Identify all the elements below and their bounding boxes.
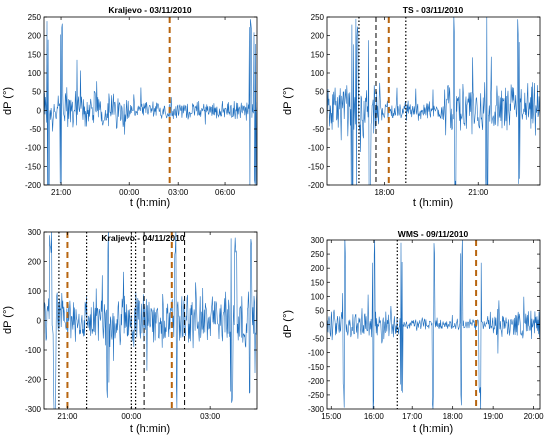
y-tick-label: 150 (28, 50, 42, 59)
x-axis-label: t (h:min) (413, 423, 453, 435)
y-tick-label: 200 (28, 258, 42, 267)
y-tick-label: -100 (25, 346, 42, 355)
x-tick-label: 21:00 (57, 412, 78, 421)
axis-ticks: -300 -200 -100 0 100 200 300 21:00 00:00 03:00 (25, 228, 257, 421)
y-tick-label: -200 (308, 377, 325, 386)
chart-title: Kraljevo - 03/11/2010 (108, 5, 191, 15)
x-tick-label: 03:00 (168, 188, 189, 197)
signal-area (44, 19, 257, 185)
dp-series-line (327, 17, 540, 185)
y-tick-label: -50 (312, 125, 324, 134)
axis-ticks: -300 -250 -200 -150 -100 -50 0 50 100 150 200 250 30… (308, 236, 544, 421)
dp-series-line (327, 240, 540, 409)
y-tick-label: -200 (308, 181, 325, 190)
x-tick-label: 03:00 (200, 412, 221, 421)
y-tick-label: 300 (28, 228, 42, 237)
y-tick-label: 150 (311, 50, 325, 59)
axis-ticks: -200 -150 -100 -50 0 50 100 150 200 250 21:00 00:00… (25, 13, 257, 197)
plot-frame (43, 16, 258, 186)
y-tick-label: -300 (308, 405, 325, 414)
y-tick-label: 200 (28, 32, 42, 41)
dp-series-line (44, 232, 257, 409)
x-tick-label: 00:00 (121, 412, 142, 421)
y-tick-label: 250 (28, 13, 42, 22)
y-tick-label: -200 (25, 376, 42, 385)
y-tick-label: -150 (308, 162, 325, 171)
chart-title: Kraljevo - 04/11/2010 (101, 233, 184, 243)
chart-title: WMS - 09/11/2010 (398, 229, 469, 239)
y-tick-label: -50 (312, 335, 324, 344)
y-tick-label: 250 (311, 13, 325, 22)
plot-frame (326, 16, 541, 186)
x-tick-label: 18:00 (374, 188, 395, 197)
y-axis-label: dP (°) (2, 87, 14, 115)
y-tick-label: -50 (29, 125, 41, 134)
signal-area (327, 17, 540, 185)
chart-title: TS - 03/11/2010 (403, 5, 464, 15)
y-tick-label: -150 (25, 162, 42, 171)
y-tick-label: 50 (315, 306, 324, 315)
y-tick-label: 0 (37, 106, 42, 115)
dp-series-line (44, 19, 257, 185)
x-tick-label: 00:00 (119, 188, 140, 197)
signal-area (327, 240, 540, 409)
chart-kraljevo-03-11: -200 -150 -100 -50 0 50 100 150 200 250 21:00 00:00… (2, 5, 258, 209)
y-tick-label: 250 (311, 250, 325, 259)
y-axis-label: dP (°) (2, 306, 14, 334)
y-tick-label: 0 (320, 106, 325, 115)
y-tick-label: 200 (311, 32, 325, 41)
chart-ts-03-11: -200 -150 -100 -50 0 50 100 150 200 250 18:00 21:00… (282, 5, 541, 209)
y-tick-label: 0 (320, 321, 325, 330)
y-tick-label: -150 (308, 363, 325, 372)
marker-lines (58, 232, 186, 409)
y-tick-label: -100 (308, 144, 325, 153)
x-tick-label: 21:00 (468, 188, 489, 197)
y-tick-label: 300 (311, 236, 325, 245)
axis-ticks: -200 -150 -100 -50 0 50 100 150 200 250 18:00 21:00 (308, 13, 540, 197)
y-tick-label: 100 (311, 292, 325, 301)
y-tick-label: 50 (315, 88, 324, 97)
x-axis-label: t (h:min) (413, 197, 453, 209)
x-tick-label: 17:00 (402, 412, 423, 421)
y-tick-label: 100 (28, 287, 42, 296)
x-tick-label: 16:00 (364, 412, 385, 421)
y-tick-label: -100 (308, 349, 325, 358)
x-tick-label: 18:00 (443, 412, 464, 421)
y-tick-label: 150 (311, 278, 325, 287)
marker-lines (396, 240, 478, 409)
x-axis-label: t (h:min) (130, 197, 170, 209)
y-tick-label: 0 (37, 317, 42, 326)
y-tick-label: -200 (25, 181, 42, 190)
signal-area (44, 232, 257, 409)
y-tick-label: 200 (311, 264, 325, 273)
y-tick-label: -300 (25, 405, 42, 414)
x-tick-label: 15:00 (321, 412, 342, 421)
x-tick-label: 06:00 (215, 188, 236, 197)
y-tick-label: -250 (308, 391, 325, 400)
x-tick-label: 20:00 (524, 412, 545, 421)
x-tick-label: 19:00 (483, 412, 504, 421)
y-tick-label: 50 (32, 88, 41, 97)
chart-kraljevo-04-11: -300 -200 -100 0 100 200 300 21:00 00:00 03:00 Kr… (2, 228, 258, 435)
y-axis-label: dP (°) (282, 310, 294, 338)
x-axis-label: t (h:min) (130, 423, 170, 435)
x-tick-label: 21:00 (51, 188, 72, 197)
y-axis-label: dP (°) (282, 87, 294, 115)
chart-wms-09-11: -300 -250 -200 -150 -100 -50 0 50 100 150 200 250 30… (282, 229, 544, 435)
y-tick-label: -100 (25, 144, 42, 153)
marker-lines (358, 17, 407, 185)
y-tick-label: 100 (311, 69, 325, 78)
y-tick-label: 100 (28, 69, 42, 78)
